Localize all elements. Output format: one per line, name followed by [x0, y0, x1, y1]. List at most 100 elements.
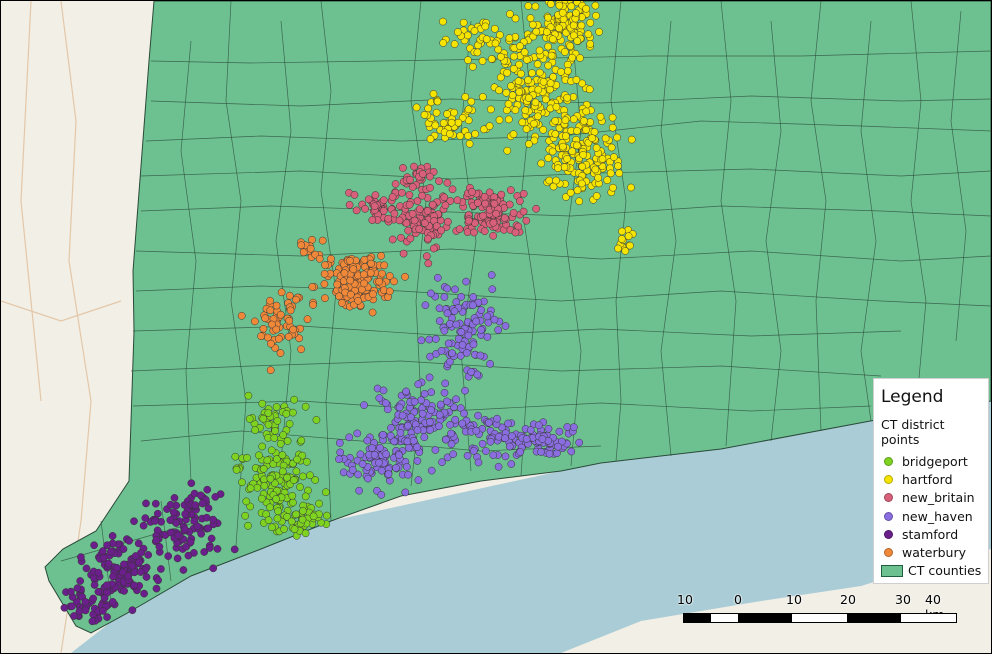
- bridgeport-point: [280, 525, 288, 533]
- hartford-point: [445, 130, 454, 138]
- new_haven-point: [567, 447, 576, 456]
- stamford-point: [230, 545, 239, 554]
- new_britain-point: [426, 172, 434, 181]
- stamford-point: [88, 617, 97, 626]
- waterbury-point: [338, 299, 346, 307]
- stamford-point: [104, 559, 113, 568]
- new_britain-point: [464, 216, 473, 225]
- new_haven-point: [382, 450, 390, 459]
- hartford-point: [614, 244, 622, 253]
- hartford-point: [559, 15, 568, 24]
- legend-item-ct-counties: CT counties: [881, 562, 982, 580]
- hartford-point: [459, 18, 468, 27]
- new_haven-point: [413, 457, 422, 465]
- legend-item-label: new_haven: [902, 508, 973, 524]
- legend-swatch-new-haven: [884, 511, 893, 521]
- waterbury-point: [335, 292, 343, 301]
- stamford-point: [119, 545, 128, 553]
- bridgeport-point: [276, 439, 285, 448]
- new_haven-point: [474, 411, 482, 420]
- new_haven-point: [469, 447, 478, 455]
- new_britain-point: [388, 193, 397, 201]
- stamford-point: [207, 534, 216, 543]
- hartford-point: [570, 31, 578, 40]
- stamford-point: [81, 606, 90, 615]
- waterbury-point: [349, 265, 358, 274]
- new_haven-point: [458, 419, 467, 428]
- stamford-point: [198, 499, 207, 508]
- new_haven-point: [440, 293, 449, 301]
- bridgeport-point: [258, 442, 267, 451]
- hartford-point: [546, 79, 555, 88]
- legend-swatch-bridgeport: [884, 456, 893, 466]
- new_britain-point: [408, 209, 417, 218]
- stamford-point: [140, 589, 148, 598]
- scale-segment: [710, 614, 738, 622]
- new_haven-point: [363, 436, 372, 445]
- new_britain-point: [516, 197, 524, 205]
- bridgeport-point: [273, 514, 282, 523]
- hartford-point: [575, 197, 584, 206]
- bridgeport-point: [311, 476, 320, 484]
- new_haven-point: [537, 448, 545, 456]
- bridgeport-point: [297, 436, 306, 445]
- new_britain-point: [388, 235, 397, 244]
- scale-segment: [792, 614, 847, 622]
- new_haven-point: [464, 331, 473, 340]
- hartford-point: [507, 82, 515, 90]
- hartford-point: [552, 176, 560, 185]
- bridgeport-point: [301, 529, 310, 538]
- new_britain-point: [489, 231, 498, 240]
- hartford-point: [503, 146, 512, 155]
- hartford-point: [578, 162, 587, 171]
- waterbury-point: [375, 277, 384, 286]
- hartford-point: [531, 2, 540, 11]
- hartford-point: [535, 68, 544, 77]
- new_britain-point: [519, 189, 528, 198]
- district-points-layer: [60, 1, 637, 626]
- hartford-point: [502, 88, 511, 97]
- bridgeport-point: [283, 473, 291, 482]
- hartford-point: [544, 154, 553, 162]
- new_haven-point: [368, 444, 376, 452]
- new_britain-point: [422, 252, 431, 261]
- hartford-point: [518, 118, 527, 127]
- bridgeport-point: [301, 402, 310, 411]
- hartford-point: [561, 116, 570, 125]
- new_britain-point: [398, 188, 406, 197]
- stamford-point: [128, 562, 137, 570]
- stamford-point: [90, 541, 98, 550]
- legend-item-new-britain: new_britain: [881, 489, 982, 507]
- hartford-point: [592, 144, 601, 152]
- waterbury-point: [261, 314, 269, 323]
- scale-segment: [846, 614, 902, 622]
- waterbury-point: [275, 334, 283, 343]
- bridgeport-point: [293, 455, 301, 464]
- bridgeport-point: [259, 414, 268, 423]
- scale-label: 10: [786, 592, 802, 607]
- hartford-point: [426, 135, 435, 143]
- new_haven-point: [356, 450, 365, 459]
- stamford-point: [99, 607, 107, 615]
- bridgeport-point: [279, 431, 288, 439]
- bridgeport-point: [231, 452, 240, 461]
- waterbury-point: [299, 248, 308, 257]
- new_haven-point: [494, 326, 503, 334]
- new_haven-point: [450, 307, 459, 316]
- stamford-point: [173, 554, 182, 563]
- stamford-point: [184, 551, 193, 560]
- waterbury-point: [346, 290, 355, 299]
- legend-item-new-haven: new_haven: [881, 507, 982, 525]
- hartford-point: [615, 169, 624, 178]
- hartford-point: [524, 94, 533, 102]
- new_britain-point: [408, 183, 417, 191]
- new_haven-point: [460, 409, 468, 418]
- new_britain-point: [424, 234, 432, 243]
- waterbury-point: [295, 334, 304, 343]
- hartford-point: [443, 110, 451, 118]
- stamford-point: [205, 544, 214, 552]
- new_britain-point: [379, 207, 388, 215]
- new_britain-point: [468, 188, 476, 196]
- bridgeport-point: [278, 467, 287, 476]
